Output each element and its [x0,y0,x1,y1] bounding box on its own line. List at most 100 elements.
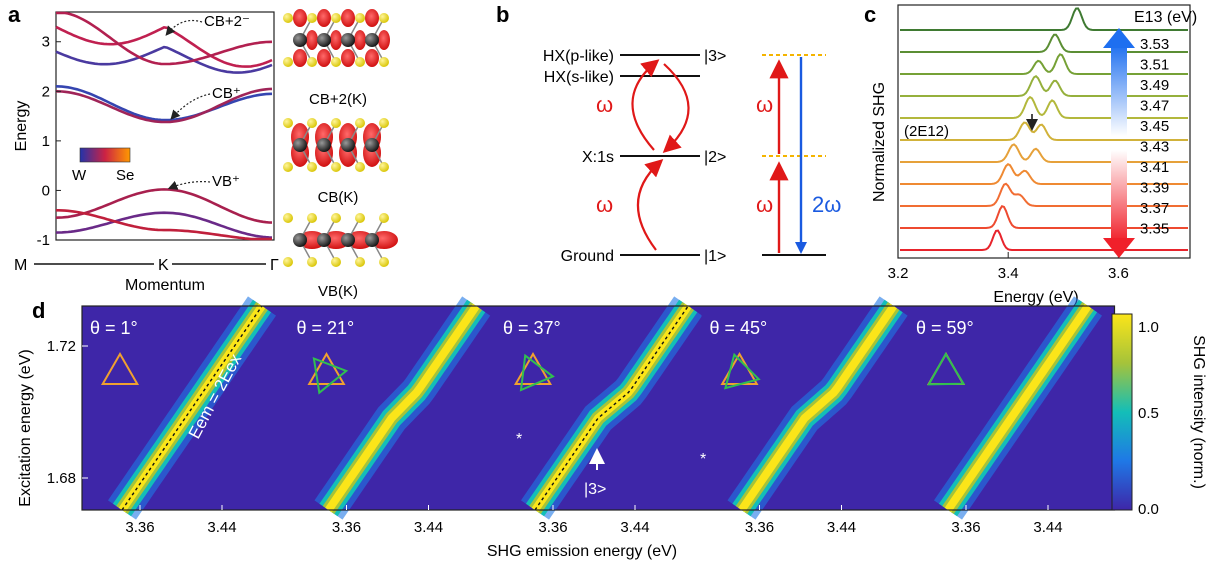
shg-spectra-lines [900,7,1188,251]
orbital-lobe [341,49,355,67]
lattice-triangle-bottom [723,352,761,390]
se-atom [307,57,317,67]
band-line-4 [56,11,273,66]
orbital-picture-0 [283,9,390,67]
orbital-label-vb: VB(K) [318,283,358,300]
heatmap-xtick-label: 3.44 [414,519,443,536]
momentum-label: Momentum [125,277,205,294]
ridge-core [738,303,897,513]
annot-cb-arrow [170,93,211,120]
se-atom [283,162,293,172]
se-atom [355,57,365,67]
e13-legend-title: E13 (eV) [1134,9,1197,26]
se-atom [355,13,365,23]
heatmap-panel-3: θ = 45° [701,296,908,520]
se-atom [331,162,341,172]
w-atom [365,138,379,152]
panel-a-label: a [8,2,21,27]
se-atom [331,118,341,128]
label-x1s: X:1s [582,149,614,166]
shg-xlabel: Energy (eV) [993,289,1078,306]
heatmap-xtick-label: 3.36 [745,519,774,536]
heatmap-panel-4: θ = 59° [908,296,1115,520]
orbital-lobe [306,30,318,50]
angle-label-1: θ = 21° [297,318,355,338]
shg-spectrum-7 [900,163,1188,185]
heatmap-ytick-label: 1.72 [47,338,76,355]
e13-value-labels: 3.53 3.51 3.49 3.47 3.45 3.43 3.41 3.39 3.37 3.35 [1140,36,1169,238]
orbital-lobe [354,30,366,50]
lattice-triangle-bottom [927,351,966,386]
se-atom [283,13,293,23]
se-atom [283,57,293,67]
orbital-lobe [317,9,331,27]
orbital-picture-1 [283,118,389,172]
heatmap-xtick-label: 3.44 [827,519,856,536]
shg-spectrum-1 [900,33,1188,53]
band-ytick-label: 2 [42,83,50,100]
annot-vb: VB⁺ [212,173,240,190]
se-atom [283,257,293,267]
blue-gradient-arrowhead [1103,28,1135,48]
heatmap-xtick-label: 3.36 [951,519,980,536]
se-atom [331,13,341,23]
red-gradient-arrowhead [1103,238,1135,258]
heatmap-xtick-label: 3.44 [1033,519,1062,536]
orbital-lobe [365,9,379,27]
band-yticks: 3 2 1 0 -1 [37,34,61,249]
e13-value-8: 3.37 [1140,200,1169,217]
band-line-7 [56,209,272,241]
label-hx-p: HX(p-like) [543,48,614,65]
omega-label-4: ω [756,92,773,117]
se-atom [355,162,365,172]
w-atom [317,33,331,47]
orbital-images [283,9,398,267]
angle-label-3: θ = 45° [710,318,768,338]
annot-cb2: CB+2⁻ [204,13,250,30]
lattice-triangle-bottom [519,353,555,392]
shg-spectrum-0 [900,7,1188,31]
ket-1: |1> [704,248,726,265]
band-line-0 [55,25,273,68]
shg-spectra-frame [897,4,1191,259]
orbital-lobe [293,49,307,67]
label-hx-s: HX(s-like) [544,69,614,86]
w-atom [317,138,331,152]
e13-value-7: 3.39 [1140,180,1169,197]
w-se-colorbar [79,147,131,163]
heatmap-xtick-label: 3.44 [207,519,236,536]
band-line-3 [55,87,273,124]
band-lines [55,11,273,241]
heatmap-xtick-label: 3.36 [125,519,154,536]
colorbar-label: SHG intensity (norm.) [1190,335,1207,489]
ridge-core [944,303,1092,513]
se-atom [307,13,317,23]
se-atom [307,118,317,128]
shg-spectrum-10 [900,229,1188,251]
panel-b-label: b [496,2,509,27]
se-atom [355,118,365,128]
band-line-2 [55,85,273,122]
w-atom [293,33,307,47]
red-gradient-arrow-shaft [1111,150,1127,242]
angle-label-0: θ = 1° [90,318,138,338]
band-ytick-label: 3 [42,34,50,51]
star-mark-2: * [700,451,706,468]
se-atom [379,13,389,23]
ridge-dashed-guide [534,305,689,511]
se-atom [355,257,365,267]
heatmap-xtick-label: 3.44 [620,519,649,536]
se-atom [379,118,389,128]
arrow-1-to-2 [636,159,664,251]
se-atom [379,213,389,223]
lattice-triangle-top [307,351,346,385]
shg-xtick-label: 3.6 [1108,265,1129,282]
band-line-5 [55,188,273,224]
orbital-lobe [341,9,355,27]
w-atom [341,233,355,247]
orbital-lobe [317,49,331,67]
shg-spectrum-6 [900,143,1188,163]
se-atom [379,162,389,172]
blue-gradient-arrow-shaft [1111,44,1127,136]
